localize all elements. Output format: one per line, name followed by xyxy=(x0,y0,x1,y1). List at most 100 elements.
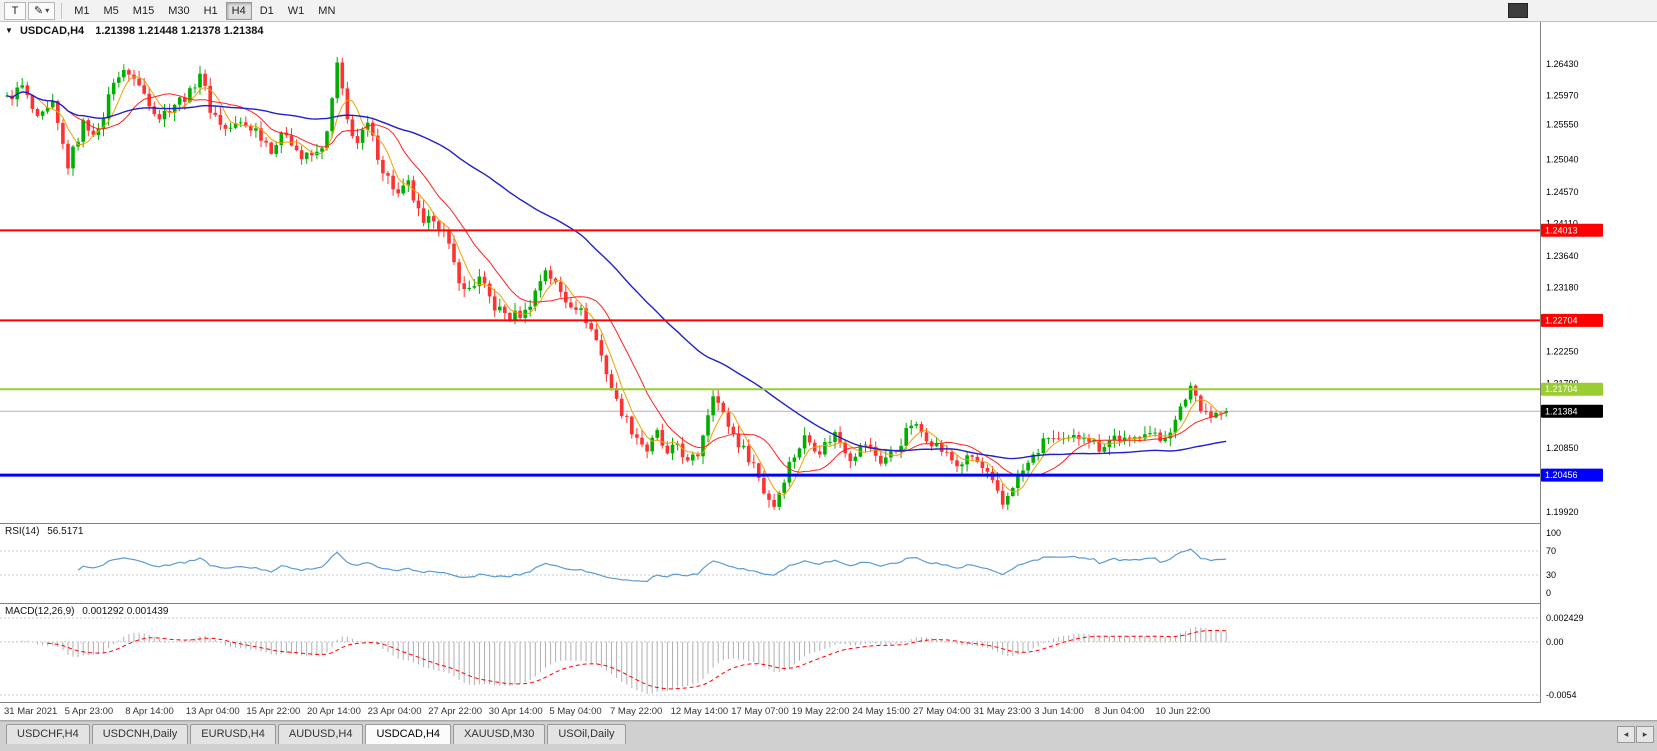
toolbar-dark-button[interactable] xyxy=(1508,3,1528,18)
time-label: 31 Mar 2021 xyxy=(4,706,58,717)
timeframe-button-h4[interactable]: H4 xyxy=(225,1,252,20)
chart-tab-bar: USDCHF,H4 USDCNH,Daily EURUSD,H4 AUDUSD,H4 U… xyxy=(0,721,1657,751)
chart-title: ▼ USDCAD,H4 1.21398 1.21448 1.21378 1.21… xyxy=(5,25,263,37)
price-level-badge: 1.21704 xyxy=(1541,382,1603,396)
time-label: 15 Apr 22:00 xyxy=(246,706,301,717)
time-label: 30 Apr 14:00 xyxy=(488,706,543,717)
chart-tabs: USDCHF,H4 USDCNH,Daily EURUSD,H4 AUDUSD,H4 U… xyxy=(6,724,628,744)
macd-tick-label: 0.00 xyxy=(1546,637,1564,647)
candlestick-series xyxy=(5,56,1228,511)
time-label: 10 Jun 22:00 xyxy=(1155,706,1211,717)
time-label: 20 Apr 14:00 xyxy=(307,706,361,717)
macd-histogram xyxy=(11,626,1227,694)
chevron-down-icon: ▾ xyxy=(45,6,50,15)
main-chart-panel[interactable]: 1.26430 1.25970 1.25550 1.25040 1.24570 1.241… xyxy=(0,22,1657,524)
rsi-tick-label: 0 xyxy=(1546,588,1551,598)
price-tick-label: 1.24570 xyxy=(1546,187,1579,197)
chart-tab-usdchf-h4[interactable]: USDCHF,H4 xyxy=(6,724,90,744)
moving-average-slow xyxy=(6,91,1227,460)
pencil-icon: ✎ xyxy=(34,5,44,17)
chart-dropdown-icon[interactable]: ▼ xyxy=(5,26,13,35)
time-label: 5 Apr 23:00 xyxy=(64,706,114,717)
timeframe-button-h1[interactable]: H1 xyxy=(198,2,224,20)
time-label: 19 May 22:00 xyxy=(791,706,850,717)
moving-average-medium xyxy=(6,91,1227,477)
timeframe-button-m5[interactable]: M5 xyxy=(98,2,125,20)
time-label: 17 May 07:00 xyxy=(731,706,789,717)
price-level-badge: 1.21384 xyxy=(1541,404,1603,418)
rsi-line xyxy=(77,548,1227,583)
chart-tab-usdcnh-daily[interactable]: USDCNH,Daily xyxy=(91,724,189,744)
price-tick-label: 1.25970 xyxy=(1546,91,1579,101)
time-label: 13 Apr 04:00 xyxy=(185,706,240,717)
svg-text:1.21384: 1.21384 xyxy=(1545,406,1578,416)
price-tick-label: 1.25550 xyxy=(1546,120,1579,130)
rsi-value: 56.5171 xyxy=(47,526,84,537)
macd-values: 0.001292 0.001439 xyxy=(82,606,169,617)
timeframe-button-mn[interactable]: MN xyxy=(312,2,341,20)
chart-tab-xauusd-m30[interactable]: XAUUSD,M30 xyxy=(453,724,546,744)
tab-scroll-left-button[interactable]: ◂ xyxy=(1617,726,1635,743)
macd-label: MACD(12,26,9) 0.001292 0.001439 xyxy=(5,606,168,617)
chart-tab-audusd-h4[interactable]: AUDUSD,H4 xyxy=(277,724,364,744)
chart-tab-usoil-daily[interactable]: USOil,Daily xyxy=(547,724,626,744)
timeframe-button-m1[interactable]: M1 xyxy=(68,2,95,20)
draw-tool-button[interactable]: ✎ ▾ xyxy=(28,1,56,20)
time-label: 24 May 15:00 xyxy=(852,706,910,717)
time-axis: 31 Mar 2021 5 Apr 23:00 8 Apr 14:00 13 Apr … xyxy=(0,703,1657,721)
rsi-tick-label: 70 xyxy=(1546,546,1556,556)
time-label: 12 May 14:00 xyxy=(670,706,729,717)
moving-average-fast xyxy=(6,76,1227,496)
time-label: 5 May 04:00 xyxy=(549,706,602,717)
svg-text:1.20456: 1.20456 xyxy=(1545,470,1578,480)
toolbar-separator xyxy=(61,2,63,19)
cursor-tool-button[interactable]: T xyxy=(4,1,26,20)
timeframe-button-d1[interactable]: D1 xyxy=(254,2,280,20)
macd-name: MACD(12,26,9) xyxy=(5,606,75,617)
chart-ohlc-values: 1.21398 1.21448 1.21378 1.21384 xyxy=(95,25,264,37)
svg-text:1.24013: 1.24013 xyxy=(1545,225,1578,235)
timeframe-button-m30[interactable]: M30 xyxy=(162,2,195,20)
time-label: 27 May 04:00 xyxy=(913,706,971,717)
rsi-panel[interactable]: 100 70 30 0 RSI(14) 56.5171 xyxy=(0,524,1657,604)
svg-text:1.22704: 1.22704 xyxy=(1545,315,1578,325)
time-label: 31 May 23:00 xyxy=(973,706,1032,717)
toolbar: T ✎ ▾ M1 M5 M15 M30 H1 H4 D1 W1 MN xyxy=(0,0,1657,22)
rsi-tick-label: 30 xyxy=(1546,570,1556,580)
timeframe-button-m15[interactable]: M15 xyxy=(127,2,160,20)
price-tick-label: 1.20850 xyxy=(1546,443,1579,453)
chart-tab-usdcad-h4[interactable]: USDCAD,H4 xyxy=(365,724,452,744)
timeframe-button-group: M1 M5 M15 M30 H1 H4 D1 W1 MN xyxy=(67,1,342,20)
price-level-badge: 1.24013 xyxy=(1541,223,1603,237)
macd-chart: 0.002429 0.00 -0.0054 xyxy=(0,604,1657,703)
macd-tick-label: 0.002429 xyxy=(1546,613,1584,623)
price-tick-label: 1.25040 xyxy=(1546,155,1579,165)
tab-scroll-controls: ◂ ▸ xyxy=(1616,726,1654,743)
time-label: 8 Jun 04:00 xyxy=(1094,706,1145,717)
time-label: 8 Apr 14:00 xyxy=(125,706,174,717)
price-tick-label: 1.24110 xyxy=(1546,219,1578,229)
price-tick-label: 1.19920 xyxy=(1546,507,1579,517)
rsi-tick-label: 100 xyxy=(1546,528,1561,538)
macd-panel[interactable]: 0.002429 0.00 -0.0054 MACD(12,26,9) 0.0012… xyxy=(0,604,1657,703)
rsi-label: RSI(14) 56.5171 xyxy=(5,526,83,537)
macd-tick-label: -0.0054 xyxy=(1546,690,1577,700)
chart-tab-eurusd-h4[interactable]: EURUSD,H4 xyxy=(190,724,276,744)
chart-symbol-period: USDCAD,H4 xyxy=(19,25,85,37)
price-axis xyxy=(1540,22,1657,524)
time-label: 27 Apr 22:00 xyxy=(428,706,483,717)
rsi-name: RSI(14) xyxy=(5,526,40,537)
price-tick-label: 1.26430 xyxy=(1546,59,1579,69)
price-tick-label: 1.23180 xyxy=(1546,283,1579,293)
price-level-badge: 1.22704 xyxy=(1541,313,1603,327)
timeframe-button-w1[interactable]: W1 xyxy=(282,2,311,20)
time-label: 3 Jun 14:00 xyxy=(1034,706,1084,717)
macd-signal-line xyxy=(47,629,1227,690)
price-tick-label: 1.23640 xyxy=(1546,251,1579,261)
svg-text:1.21704: 1.21704 xyxy=(1545,384,1578,394)
tab-scroll-right-button[interactable]: ▸ xyxy=(1636,726,1654,743)
time-label: 23 Apr 04:00 xyxy=(367,706,422,717)
time-label: 7 May 22:00 xyxy=(610,706,663,717)
candlestick-chart[interactable]: 1.26430 1.25970 1.25550 1.25040 1.24570 1.241… xyxy=(0,22,1657,524)
